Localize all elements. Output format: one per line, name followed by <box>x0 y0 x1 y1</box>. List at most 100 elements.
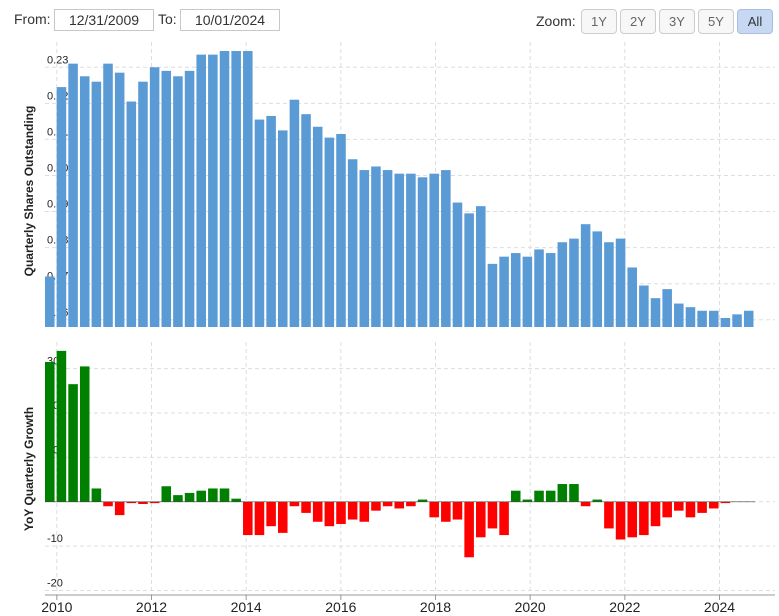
x-tick-label: 2024 <box>704 599 735 615</box>
bar <box>464 213 474 327</box>
bar <box>487 263 498 327</box>
from-date-input[interactable]: 12/31/2009 <box>54 9 154 31</box>
bar <box>254 501 265 536</box>
bar <box>639 285 649 327</box>
bar <box>452 501 463 520</box>
bar <box>674 501 684 511</box>
bar <box>324 137 335 327</box>
zoom-all-button[interactable]: All <box>737 9 773 34</box>
bar <box>336 501 346 524</box>
bar <box>697 310 707 327</box>
bar <box>534 249 544 327</box>
y-tick-label: -20 <box>47 578 63 590</box>
bar <box>91 81 102 327</box>
bar <box>476 501 486 538</box>
bar <box>580 501 591 507</box>
zoom-3y-button[interactable]: 3Y <box>659 9 695 34</box>
bar <box>68 63 78 327</box>
shares-outstanding-chart: 0.160.170.180.190.200.210.220.23 -20 -10 0… <box>22 42 775 615</box>
bar <box>627 501 637 538</box>
bar <box>138 501 148 505</box>
bar <box>91 488 102 502</box>
bar <box>231 498 241 502</box>
shares-outstanding-panel: 0.160.170.180.190.200.210.220.23 <box>45 42 775 328</box>
bar <box>708 501 719 509</box>
bar <box>301 114 311 327</box>
bar <box>196 490 206 502</box>
bar <box>441 501 451 522</box>
bar <box>697 501 707 513</box>
bar <box>441 170 451 327</box>
bar <box>569 484 579 502</box>
bar <box>301 501 311 513</box>
bar <box>266 501 276 527</box>
zoom-1y-button[interactable]: 1Y <box>581 9 617 34</box>
x-tick-label: 2016 <box>325 599 356 615</box>
bar <box>243 501 253 536</box>
bar <box>394 173 405 327</box>
bar <box>231 51 241 328</box>
bar <box>674 303 684 327</box>
bar <box>394 501 405 509</box>
bar <box>627 267 637 327</box>
bar <box>347 501 358 520</box>
bar <box>545 490 556 502</box>
bar <box>732 314 742 327</box>
bar <box>277 130 288 327</box>
bar <box>685 307 696 327</box>
bar <box>510 253 521 327</box>
bar <box>196 54 206 327</box>
to-label: To: <box>158 11 177 27</box>
bar <box>219 51 230 328</box>
bar <box>476 206 486 327</box>
bar <box>557 484 568 502</box>
bar <box>126 101 137 327</box>
bar <box>254 119 265 327</box>
bar <box>184 70 195 327</box>
bar <box>45 276 55 327</box>
bar <box>743 310 754 327</box>
x-tick-label: 2020 <box>515 599 546 615</box>
bar <box>336 133 346 327</box>
bar <box>592 231 603 327</box>
bar <box>604 242 614 327</box>
from-label: From: <box>14 11 51 27</box>
bar <box>522 499 533 502</box>
bar <box>103 501 113 507</box>
bar <box>56 87 67 327</box>
to-date-input[interactable]: 10/01/2024 <box>180 9 280 31</box>
bar <box>382 501 393 507</box>
bar <box>114 501 125 516</box>
y-tick-label: 0.23 <box>47 54 68 66</box>
bar <box>708 310 719 327</box>
bar <box>406 173 416 327</box>
bar <box>173 76 183 327</box>
bar <box>243 51 253 328</box>
bar <box>417 177 428 327</box>
zoom-2y-button[interactable]: 2Y <box>620 9 656 34</box>
bar <box>173 495 183 502</box>
bar <box>569 238 579 327</box>
bar <box>487 501 498 529</box>
bar <box>499 256 509 327</box>
bar <box>138 81 148 327</box>
bar <box>161 486 172 502</box>
bar <box>277 501 288 533</box>
bar <box>312 501 323 522</box>
bar <box>604 501 614 529</box>
bar <box>126 501 137 504</box>
bar <box>184 492 195 502</box>
y-axis-title-growth: YoY Quarterly Growth <box>22 407 36 531</box>
bar <box>382 170 393 327</box>
bar <box>452 202 463 327</box>
zoom-5y-button[interactable]: 5Y <box>698 9 734 34</box>
bar <box>56 350 67 502</box>
x-tick-label: 2018 <box>420 599 451 615</box>
y-axis-title-shares: Quarterly Shares Outstanding <box>22 106 36 277</box>
bar <box>429 173 439 327</box>
bar <box>534 490 544 502</box>
bar <box>557 242 568 327</box>
bar <box>149 501 160 504</box>
bar <box>208 488 218 502</box>
bar <box>79 366 90 502</box>
